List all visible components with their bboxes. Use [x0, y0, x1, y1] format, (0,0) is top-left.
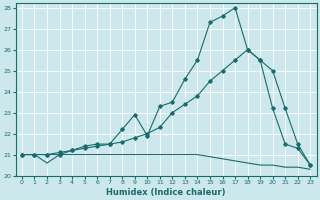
X-axis label: Humidex (Indice chaleur): Humidex (Indice chaleur)	[106, 188, 226, 197]
